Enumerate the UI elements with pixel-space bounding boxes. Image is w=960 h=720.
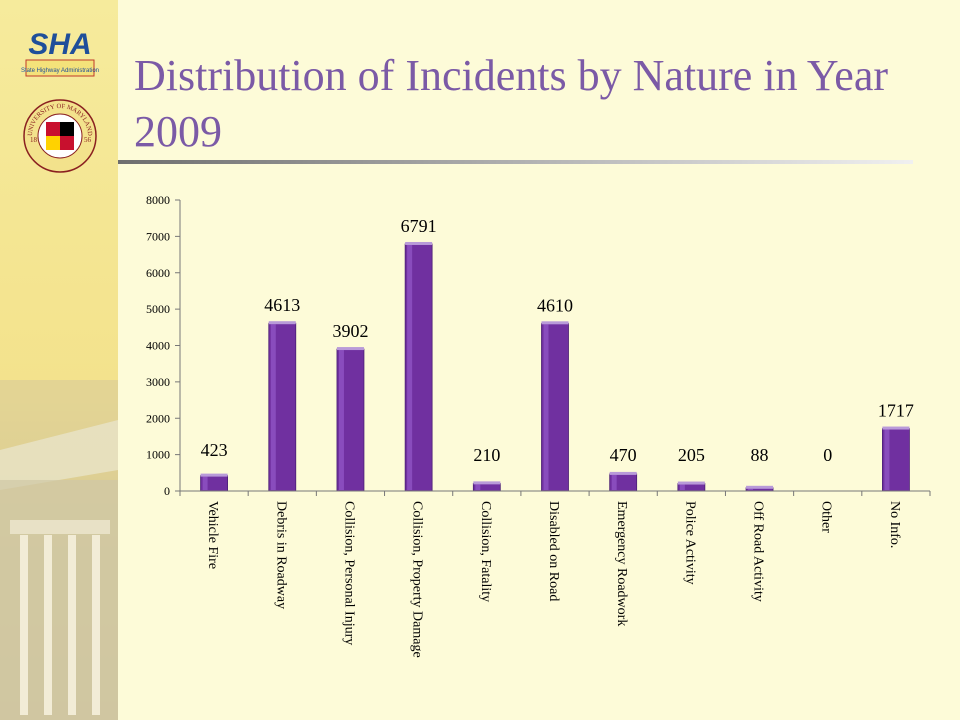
left-panel: SHA State Highway Administration 18 56 U… [0, 0, 118, 720]
title-divider [118, 160, 913, 164]
category-label-10: No Info. [887, 501, 902, 548]
data-label-1: 4613 [264, 295, 300, 315]
bar-highlight-4 [475, 484, 481, 490]
bar-highlight-8 [748, 488, 754, 490]
page-title: Distribution of Incidents by Nature in Y… [134, 51, 888, 156]
sha-logo-subtext: State Highway Administration [21, 68, 99, 74]
umd-seal-year-left: 18 [30, 136, 38, 144]
bar-highlight-10 [884, 429, 890, 490]
bar-cap-10 [882, 426, 910, 430]
y-tick-label: 8000 [146, 193, 170, 207]
y-tick-label: 0 [164, 484, 170, 498]
category-label-7: Police Activity [682, 501, 697, 585]
bar-cap-0 [200, 473, 228, 477]
bar-cap-4 [473, 481, 501, 485]
bar-highlight-0 [202, 476, 208, 490]
bar-highlight-7 [679, 484, 685, 490]
data-label-8: 88 [751, 445, 769, 465]
data-label-6: 470 [610, 445, 637, 465]
category-label-0: Vehicle Fire [205, 501, 220, 569]
bar-highlight-3 [407, 244, 413, 490]
data-label-9: 0 [823, 445, 832, 465]
y-tick-label: 5000 [146, 302, 170, 316]
bar-cap-8 [746, 485, 774, 489]
sha-logo: SHA State Highway Administration [21, 28, 99, 77]
category-label-1: Debris in Roadway [273, 501, 288, 609]
bar-highlight-1 [270, 324, 276, 490]
category-label-2: Collision, Personal Injury [341, 501, 356, 645]
y-tick-label: 3000 [146, 375, 170, 389]
bar-cap-3 [405, 241, 433, 245]
data-label-7: 205 [678, 445, 705, 465]
data-label-10: 1717 [878, 401, 914, 421]
y-tick-label: 6000 [146, 266, 170, 280]
data-label-2: 3902 [332, 321, 368, 341]
bar-cap-2 [336, 347, 364, 351]
bar-highlight-2 [338, 350, 344, 490]
bar-cap-1 [268, 321, 296, 325]
category-label-6: Emergency Roadwork [614, 501, 629, 626]
bar-highlight-5 [543, 324, 549, 490]
y-tick-label: 7000 [146, 229, 170, 243]
category-labels: Vehicle Fire Debris in Roadway Collision, … [179, 491, 931, 658]
y-axis: 0 1000 2000 3000 4000 5000 6000 7000 8000 [146, 193, 180, 498]
y-tick-label: 4000 [146, 339, 170, 353]
data-label-5: 4610 [537, 295, 573, 315]
bar-highlight-6 [611, 474, 617, 490]
bar-cap-7 [677, 481, 705, 485]
umd-seal-year-right: 56 [84, 136, 92, 144]
data-label-3: 6791 [401, 216, 437, 236]
bar-chart: 0 1000 2000 3000 4000 5000 6000 7000 8000 423 461… [146, 193, 931, 658]
category-label-4: Collision, Fatality [478, 501, 493, 602]
data-label-0: 423 [201, 440, 228, 460]
data-label-4: 210 [473, 445, 500, 465]
umd-seal: 18 56 UNIVERSITY OF MARYLAND [23, 99, 97, 173]
category-label-8: Off Road Activity [751, 501, 766, 602]
bars [200, 241, 910, 492]
data-labels: 423 4613 3902 6791 210 4610 470 205 88 0 1717 [201, 216, 914, 465]
building-photo [0, 380, 118, 720]
bar-cap-5 [541, 321, 569, 325]
y-tick-label: 2000 [146, 411, 170, 425]
bar-cap-6 [609, 471, 637, 475]
category-label-9: Other [819, 501, 834, 533]
y-tick-label: 1000 [146, 448, 170, 462]
category-label-5: Disabled on Road [546, 501, 561, 601]
category-label-3: Collision, Property Damage [410, 501, 425, 658]
sha-logo-text: SHA [28, 28, 91, 61]
